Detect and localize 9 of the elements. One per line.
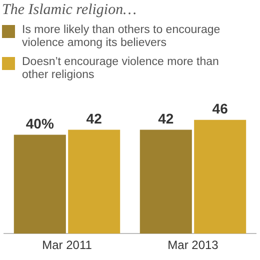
x-tick-label: Mar 2011 <box>42 238 92 252</box>
data-label: 42 <box>158 110 174 127</box>
x-tick-label: Mar 2013 <box>168 238 219 252</box>
data-label: 42 <box>86 110 102 127</box>
data-label: 46 <box>212 100 228 117</box>
data-label: 40% <box>26 116 54 132</box>
chart-title: The Islamic religion… <box>2 2 138 19</box>
legend-label: Doesn’t encourage violence more than other religions <box>22 56 220 82</box>
legend-label: Is more likely than others to encourage violence among its believers <box>22 24 222 50</box>
